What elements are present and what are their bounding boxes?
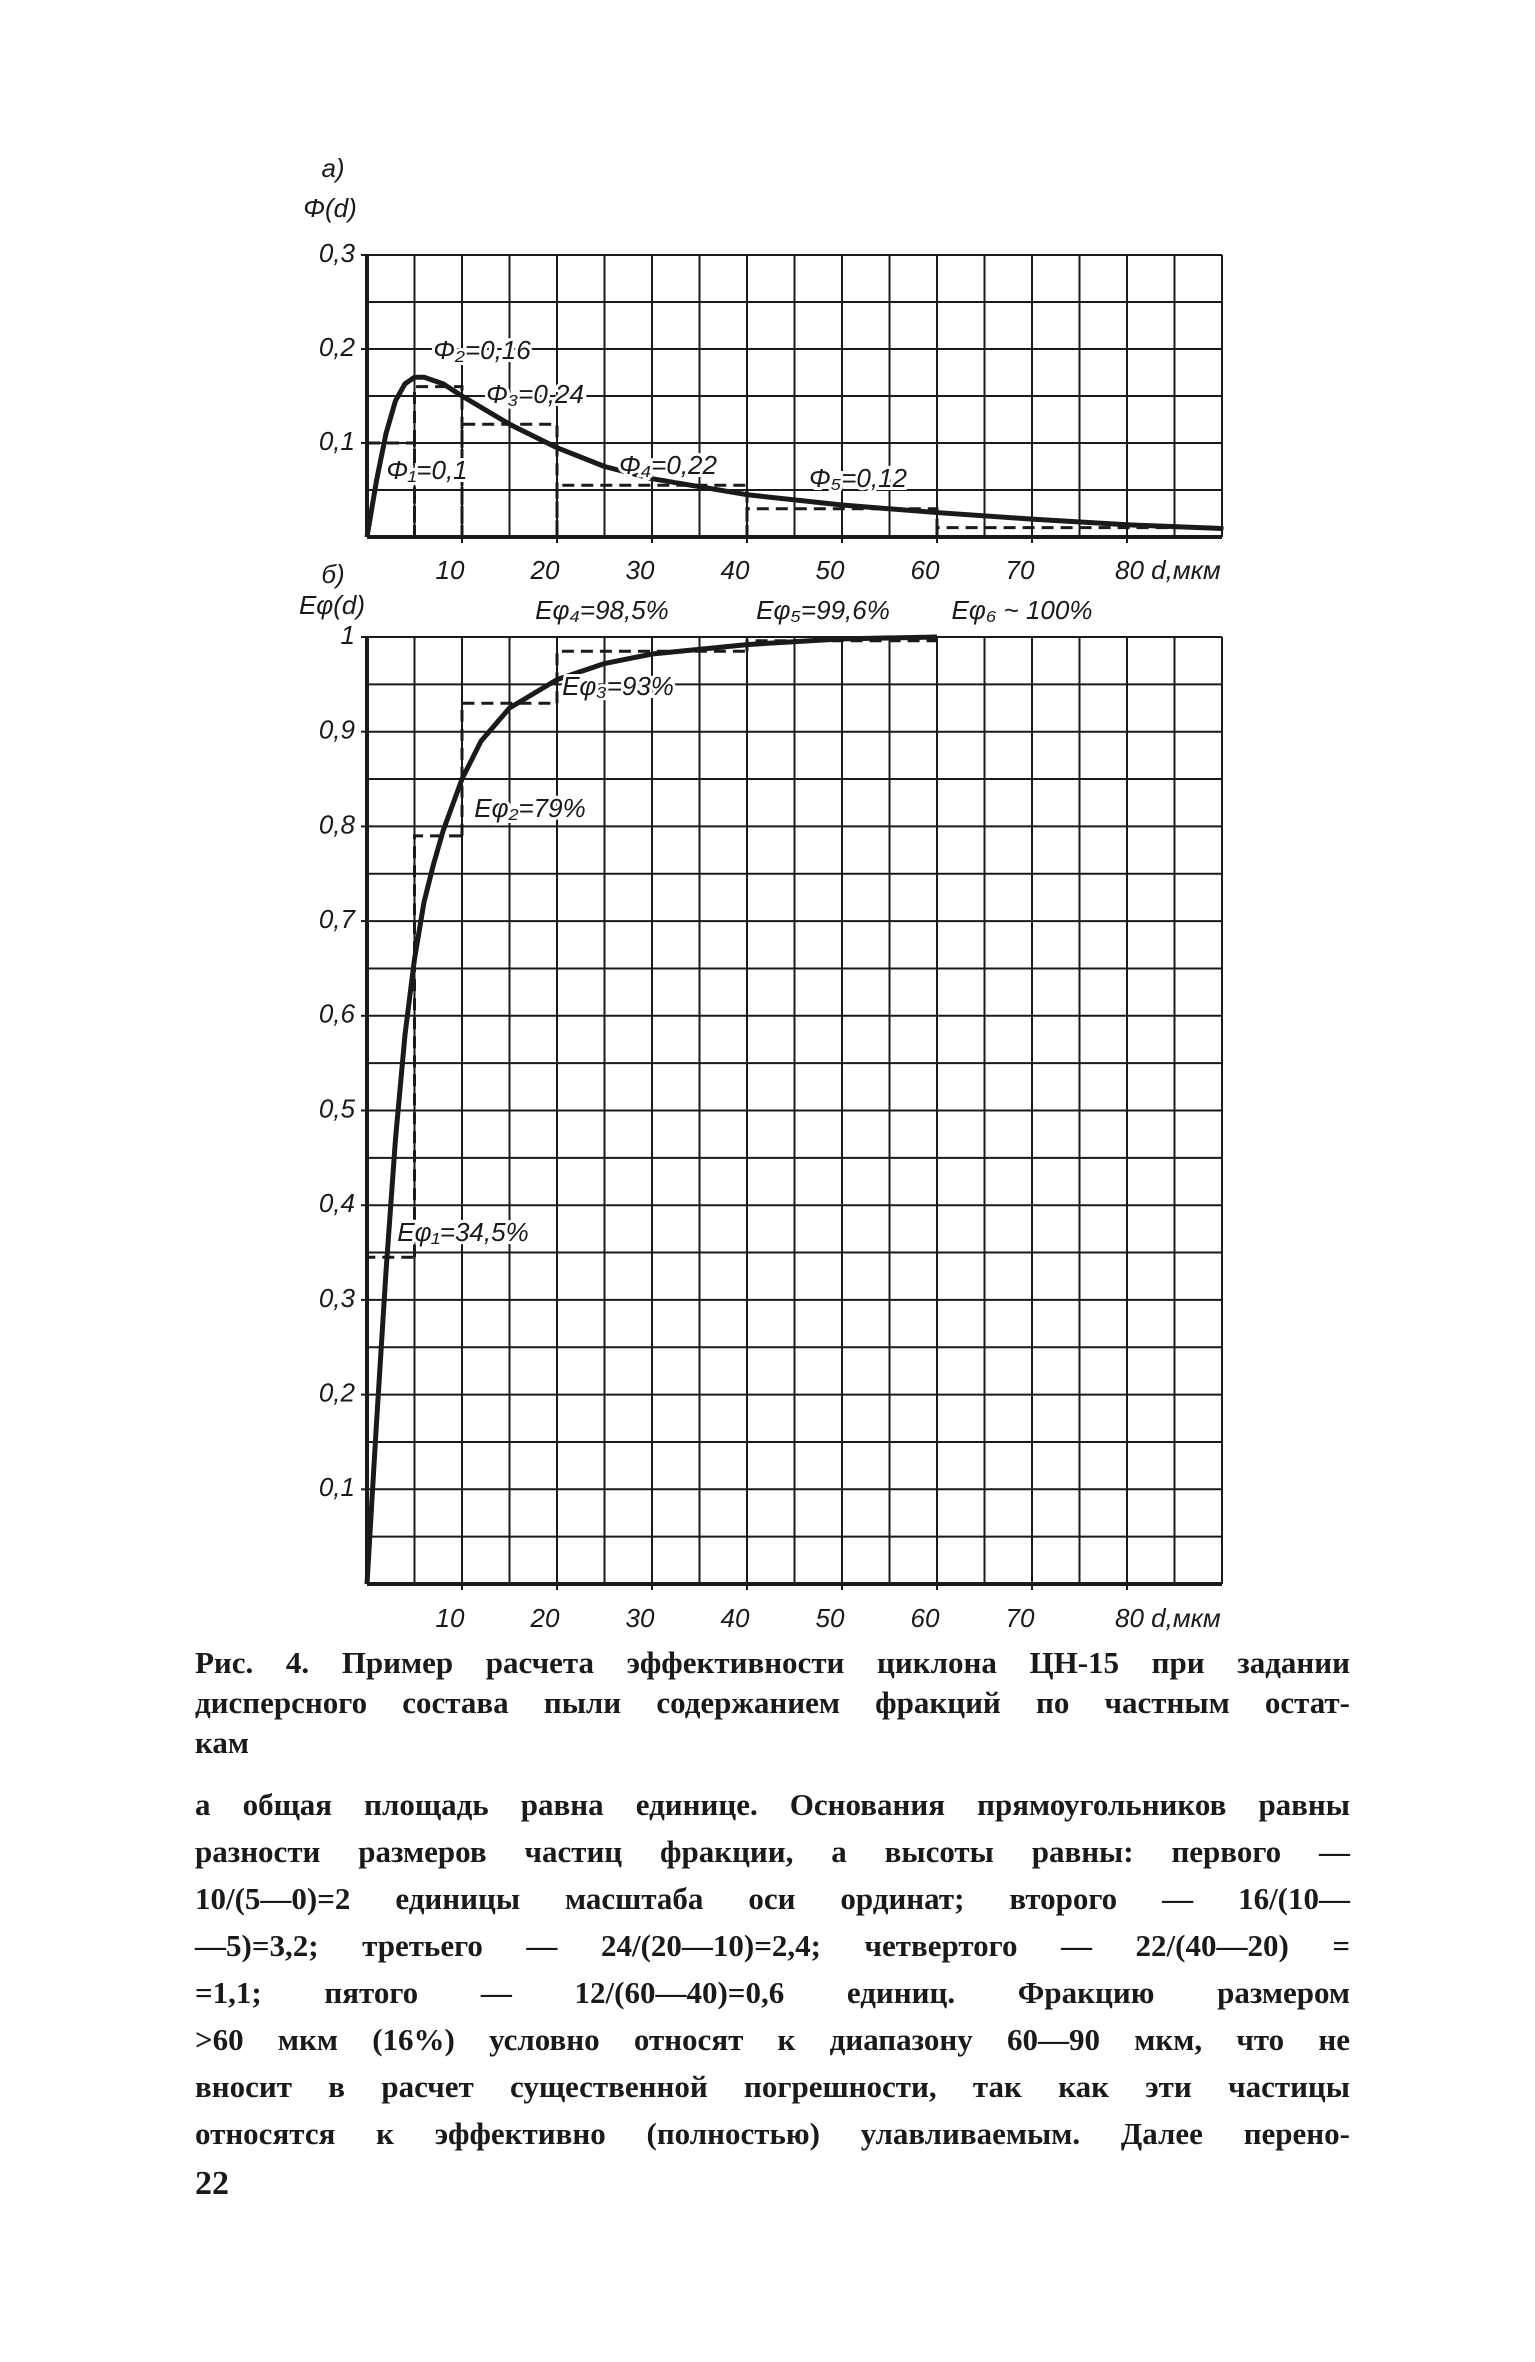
y-tick-label: 0,4 — [319, 1188, 355, 1218]
caption-line: Рис. 4. Пример расчета эффективности цик… — [195, 1645, 1350, 1680]
y-axis-label: Φ(d) — [303, 193, 357, 223]
chart-label: б) — [321, 559, 344, 589]
body-line: —5)=3,2; третьего — 24/(20—10)=2,4; четв… — [195, 1928, 1350, 1963]
x-tick-label: 80 d,мкм — [1115, 1603, 1221, 1633]
x-tick-label: 40 — [721, 555, 750, 585]
annotation: Φ₄=0,22 — [619, 450, 718, 480]
annotation: Φ₅=0,12 — [809, 463, 908, 493]
x-tick-label: 50 — [816, 1603, 845, 1633]
x-tick-label: 40 — [721, 1603, 750, 1633]
x-tick-label: 60 — [911, 1603, 940, 1633]
x-tick-label: 60 — [911, 555, 940, 585]
curve — [364, 634, 938, 1585]
body-line: >60 мкм (16%) условно относят к диапазон… — [195, 2022, 1350, 2057]
histogram-bar — [365, 441, 416, 537]
annotation: Eφ₅=99,6% — [756, 595, 890, 625]
histogram-bar — [413, 385, 464, 537]
y-axis-label: Eφ(d) — [299, 590, 365, 620]
body-line: вносит в расчет существенной погрешности… — [195, 2069, 1350, 2104]
annotation: Eφ₂=79% — [474, 793, 585, 823]
x-tick-label: 20 — [530, 1603, 560, 1633]
x-tick-label: 30 — [626, 1603, 655, 1633]
histogram-bar — [745, 507, 939, 537]
annotation: Eφ₁=34,5% — [397, 1217, 528, 1247]
x-tick-label: 70 — [1006, 1603, 1035, 1633]
body-line: а общая площадь равна единице. Основания… — [195, 1787, 1350, 1822]
page-number: 22 — [195, 2165, 229, 2202]
body-line: 10/(5—0)=2 единицы масштаба оси ординат;… — [195, 1881, 1350, 1916]
y-tick-label: 0,7 — [319, 904, 357, 934]
body-line: разности размеров частиц фракции, а высо… — [195, 1834, 1350, 1869]
y-tick-label: 0,6 — [319, 999, 356, 1029]
step — [460, 701, 557, 836]
chart-label: а) — [321, 153, 344, 183]
histogram-bar — [935, 526, 1224, 537]
x-tick-label: 70 — [1006, 555, 1035, 585]
x-tick-label: 10 — [436, 1603, 465, 1633]
y-tick-label: 0,3 — [319, 238, 356, 268]
caption-line: кам — [195, 1725, 250, 1760]
body-line: =1,1; пятого — 12/(60—40)=0,6 единиц. Фр… — [195, 1975, 1350, 2010]
y-tick-label: 0,2 — [319, 332, 356, 362]
y-tick-label: 0,3 — [319, 1283, 356, 1313]
annotation: Eφ₄=98,5% — [535, 595, 669, 625]
annotation: Eφ₆ ~ 100% — [952, 595, 1093, 625]
step — [365, 1255, 415, 1584]
body-line: относятся к эффективно (полностью) улавл… — [195, 2116, 1350, 2151]
y-tick-label: 0,1 — [319, 1472, 355, 1502]
annotation: Φ₁=0,1 — [386, 455, 467, 485]
annotation: Eφ₃=93% — [562, 671, 674, 701]
x-tick-label: 10 — [436, 555, 465, 585]
x-tick-label: 50 — [816, 555, 845, 585]
figure: а) Φ(d) 0,1 0,2 0,3 10 20 30 40 50 60 70 80 d,мкм Φ₁=… — [299, 153, 1224, 1633]
curve — [364, 374, 1223, 538]
y-tick-label: 0,5 — [319, 1093, 356, 1123]
y-tick-label: 0,2 — [319, 1377, 356, 1407]
x-tick-label: 80 d,мкм — [1115, 555, 1221, 585]
y-tick-label: 0,1 — [319, 426, 355, 456]
y-tick-label: 0,8 — [319, 809, 356, 839]
caption-line: дисперсного состава пыли содержанием фра… — [195, 1685, 1350, 1720]
y-tick-label: 0,9 — [319, 715, 355, 745]
y-tick-label: 1 — [341, 620, 355, 650]
annotation: Φ₃=0,24 — [486, 379, 584, 409]
step — [745, 639, 937, 652]
x-tick-label: 30 — [626, 555, 655, 585]
step — [413, 834, 462, 1258]
annotation: Φ₂=0,16 — [433, 335, 531, 365]
x-tick-label: 20 — [530, 555, 560, 585]
